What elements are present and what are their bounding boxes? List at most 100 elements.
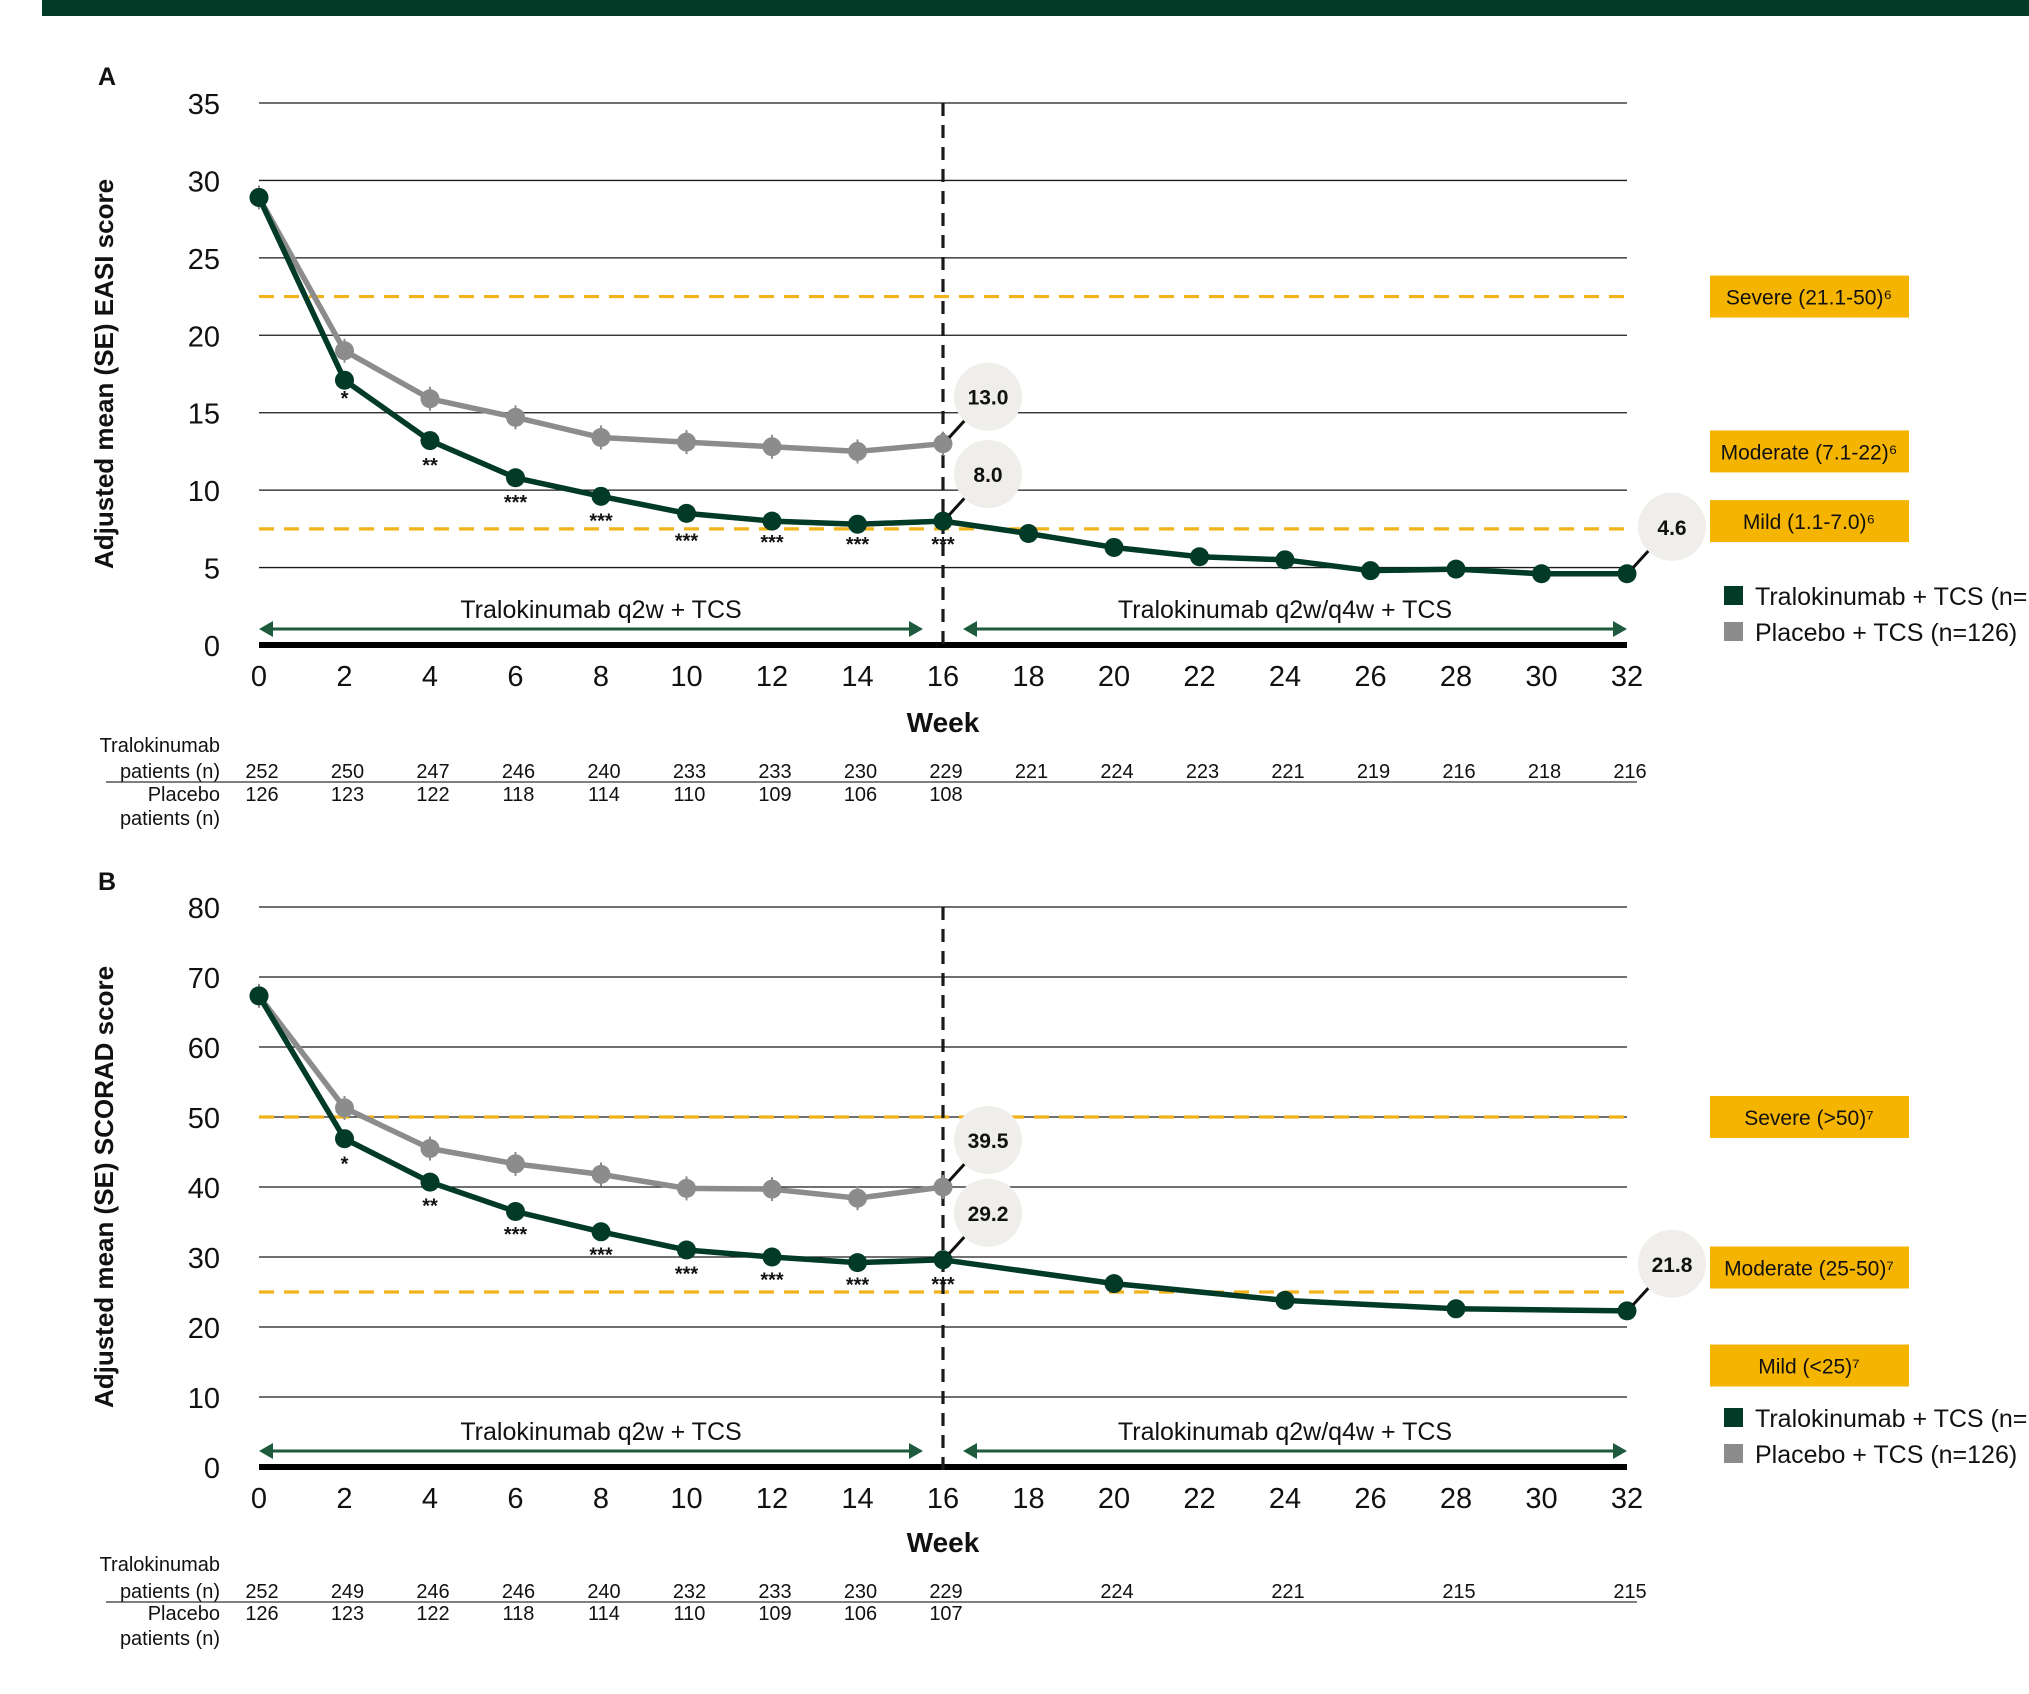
panel-b-tralokinumab-data-point bbox=[1104, 1274, 1124, 1294]
panel-b-tralokinumab-data-point bbox=[848, 1253, 867, 1273]
panel-a-tralokinumab-data-point bbox=[591, 486, 611, 506]
panel-b-placebo-data-point bbox=[335, 1098, 354, 1118]
panel-b-tralokinumab-patient-count: 229 bbox=[929, 1581, 962, 1603]
panel-a-tralokinumab-data-point bbox=[1019, 524, 1038, 544]
panel-b-callout-value: 29.2 bbox=[968, 1203, 1009, 1226]
panel-b-y-axis-title: Adjusted mean (SE) SCORAD score bbox=[89, 966, 119, 1408]
panel-b-placebo-patient-count: 106 bbox=[844, 1603, 877, 1625]
panel-b-tralokinumab-patient-count: 221 bbox=[1271, 1581, 1304, 1603]
panel-b-patients-row-label: Tralokinumab bbox=[100, 1554, 220, 1576]
panel-a-tralokinumab-data-point bbox=[1104, 537, 1124, 557]
panel-b-tralokinumab-patient-count: 246 bbox=[416, 1581, 449, 1603]
panel-a-tralokinumab-data-point bbox=[249, 187, 269, 207]
panel-a-phase-label: Tralokinumab q2w + TCS bbox=[460, 596, 741, 624]
panel-b-x-tick-label: 10 bbox=[670, 1483, 702, 1515]
panel-a-x-tick-label: 24 bbox=[1269, 661, 1301, 693]
panel-a-x-tick-label: 26 bbox=[1354, 661, 1386, 693]
panel-a-significance-marker: *** bbox=[931, 534, 955, 556]
panel-a-x-tick-label: 20 bbox=[1098, 661, 1130, 693]
double-arrow-icon bbox=[909, 621, 923, 637]
panel-b-tralokinumab-patient-count: 233 bbox=[758, 1581, 791, 1603]
panel-b-tralokinumab-data-point bbox=[420, 1172, 440, 1192]
panel-a-placebo-patient-count: 110 bbox=[674, 784, 706, 806]
panel-a-panel-label: A bbox=[98, 63, 116, 91]
panel-b-placebo-patient-count: 110 bbox=[674, 1603, 706, 1625]
panel-a-tralokinumab-patient-count: 250 bbox=[331, 761, 364, 783]
panel-a-tralokinumab-data-point bbox=[848, 514, 867, 534]
panel-a-significance-marker: *** bbox=[675, 531, 699, 553]
panel-a-placebo-patient-count: 108 bbox=[929, 784, 962, 806]
panel-b-y-tick-label: 70 bbox=[188, 963, 220, 995]
panel-a-placebo-patient-count: 126 bbox=[245, 784, 278, 806]
panel-a-severity-box bbox=[1710, 500, 1909, 543]
panel-a-legend-label: Placebo + TCS (n=126) bbox=[1755, 619, 2017, 647]
panel-a-y-axis-title: Adjusted mean (SE) EASI score bbox=[89, 179, 119, 569]
panel-b-y-tick-label: 50 bbox=[188, 1103, 220, 1135]
panel-b-x-tick-label: 12 bbox=[756, 1483, 788, 1515]
panel-b-placebo-patient-count: 122 bbox=[416, 1603, 449, 1625]
panel-a-significance-marker: *** bbox=[846, 534, 870, 556]
panel-a-placebo-patient-count: 123 bbox=[331, 784, 364, 806]
panel-b-y-tick-label: 20 bbox=[188, 1313, 220, 1345]
panel-b-placebo-data-point bbox=[420, 1139, 440, 1158]
panel-b-x-tick-label: 4 bbox=[422, 1483, 438, 1515]
panel-b-placebo-data-point bbox=[677, 1178, 696, 1198]
panel-a-tralokinumab-patient-count: 233 bbox=[673, 761, 706, 783]
panel-a-x-tick-label: 10 bbox=[670, 661, 702, 693]
panel-b-patients-row-label: patients (n) bbox=[120, 1581, 220, 1603]
panel-b-x-tick-label: 32 bbox=[1611, 1483, 1643, 1515]
panel-b-legend-label: Placebo + TCS (n=126) bbox=[1755, 1441, 2017, 1469]
callout-bubble-icon bbox=[954, 1178, 1022, 1247]
panel-a-tralokinumab-patient-count: 221 bbox=[1271, 761, 1304, 783]
panel-a-tralokinumab-data-point bbox=[1361, 561, 1380, 581]
legend-square-icon bbox=[1724, 586, 1743, 605]
double-arrow-icon bbox=[259, 621, 273, 637]
panel-a-placebo-patient-count: 122 bbox=[416, 784, 449, 806]
panel-b-tralokinumab-data-point bbox=[335, 1129, 354, 1149]
panel-b-y-tick-label: 60 bbox=[188, 1033, 220, 1065]
panel-b-phase-label: Tralokinumab q2w + TCS bbox=[460, 1418, 741, 1446]
panel-a-tralokinumab-patient-count: 240 bbox=[587, 761, 620, 783]
panel-b-tralokinumab-patient-count: 224 bbox=[1100, 1581, 1133, 1603]
panel-b-placebo-data-point bbox=[848, 1188, 867, 1208]
callout-bubble-icon bbox=[1638, 492, 1706, 561]
panel-b-significance-marker: *** bbox=[931, 1274, 955, 1296]
panel-b-x-tick-label: 22 bbox=[1183, 1483, 1215, 1515]
panel-b-x-tick-label: 8 bbox=[593, 1483, 609, 1515]
panel-a-tralokinumab-data-point bbox=[506, 468, 525, 488]
panel-a-x-tick-label: 6 bbox=[507, 661, 523, 693]
panel-b-y-tick-label: 30 bbox=[188, 1243, 220, 1275]
panel-a-tralokinumab-patient-count: 216 bbox=[1613, 761, 1646, 783]
panel-b-y-tick-label: 0 bbox=[204, 1453, 220, 1485]
panel-b-severity-box bbox=[1710, 1096, 1909, 1138]
panel-b-severity-label: Moderate (25-50)⁷ bbox=[1724, 1258, 1894, 1281]
panel-b-placebo-patient-count: 109 bbox=[758, 1603, 791, 1625]
panel-a-significance-marker: *** bbox=[589, 511, 613, 533]
panel-b-x-tick-label: 16 bbox=[927, 1483, 959, 1515]
panel-a-placebo-data-point bbox=[762, 437, 782, 457]
panel-a-placebo-data-point bbox=[335, 341, 354, 361]
panel-b-tralokinumab-patient-count: 240 bbox=[587, 1581, 620, 1603]
panel-b-tralokinumab-patient-count: 215 bbox=[1442, 1581, 1475, 1603]
panel-b-significance-marker: * bbox=[341, 1154, 349, 1176]
panel-a-x-tick-label: 30 bbox=[1525, 661, 1557, 693]
panel-a-y-tick-label: 5 bbox=[204, 554, 220, 586]
panel-a-tralokinumab-patient-count: 216 bbox=[1442, 761, 1475, 783]
panel-a-x-tick-label: 22 bbox=[1183, 661, 1215, 693]
panel-b-patients-row-label: patients (n) bbox=[120, 1628, 220, 1650]
double-arrow-icon bbox=[909, 1443, 923, 1459]
panel-b-x-tick-label: 14 bbox=[841, 1483, 873, 1515]
panel-a-significance-marker: * bbox=[341, 388, 349, 410]
panel-b-callout-value: 39.5 bbox=[968, 1130, 1009, 1153]
panel-a-tralokinumab-data-point bbox=[1446, 559, 1466, 579]
panel-b-significance-marker: *** bbox=[760, 1270, 784, 1292]
panel-b-placebo-data-point bbox=[762, 1179, 782, 1199]
panel-b-severity-label: Severe (>50)⁷ bbox=[1744, 1107, 1874, 1130]
panel-b-tralokinumab-data-point bbox=[1275, 1290, 1295, 1310]
panel-b-tralokinumab-data-point bbox=[1617, 1301, 1637, 1321]
panel-a-significance-marker: *** bbox=[760, 532, 784, 554]
panel-a-placebo-patient-count: 114 bbox=[588, 784, 620, 806]
panel-b-legend-label: Tralokinumab + TCS (n= bbox=[1755, 1405, 2027, 1433]
panel-a-placebo-data-point bbox=[591, 427, 611, 447]
panel-b-y-tick-label: 10 bbox=[188, 1383, 220, 1415]
